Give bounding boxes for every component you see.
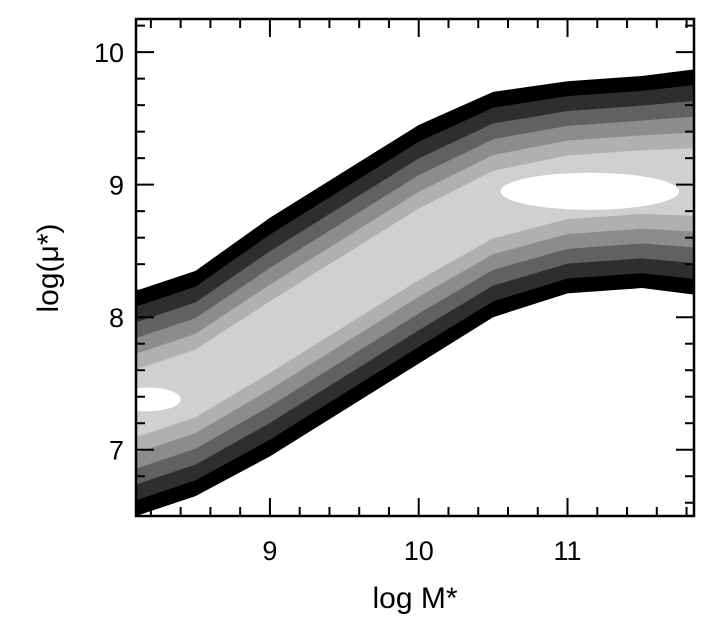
y-tick-label: 9 (109, 171, 124, 201)
x-axis-title: log M* (372, 582, 457, 615)
contour-peak-2 (500, 172, 680, 210)
y-tick-label: 8 (109, 303, 124, 333)
y-axis-title: log(μ*) (32, 224, 65, 313)
plot-frame (134, 17, 696, 518)
axis-ticks (136, 19, 694, 516)
x-tick-label: 9 (262, 536, 277, 566)
y-tick-label: 10 (94, 38, 124, 68)
x-tick-label: 10 (404, 536, 434, 566)
x-tick-label: 11 (554, 536, 582, 566)
contour-peak-1 (136, 387, 181, 412)
contour-layers (136, 69, 694, 516)
y-tick-label: 7 (109, 436, 124, 466)
contour-level-6 (136, 148, 694, 438)
tick-labels: 9 10 11 7 8 9 10 (94, 38, 582, 566)
